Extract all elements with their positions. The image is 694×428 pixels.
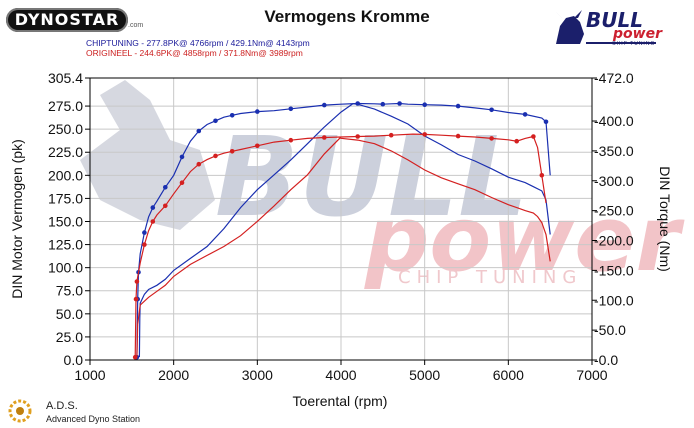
watermark-bull-text: BULL: [215, 113, 528, 241]
y-right-tick-label: -50.0: [594, 322, 626, 338]
y-right-tick-label: -300.0: [594, 173, 634, 189]
data-point-chiptuning-power: [322, 102, 327, 108]
x-tick-label: 3000: [242, 367, 273, 383]
chart-title: Vermogens Kromme: [264, 7, 430, 26]
y-left-tick-label: 0.0: [64, 352, 84, 368]
y-right-tick-label: -200.0: [594, 233, 634, 249]
watermark-power-text: power: [364, 187, 685, 292]
chip-tuning-logo-text: CHIP TUNING: [612, 41, 656, 47]
data-point-chiptuning-power: [150, 205, 156, 210]
chart-series: [132, 101, 551, 360]
data-point-origineel-power: [539, 173, 545, 178]
data-point-origineel-power: [229, 149, 235, 154]
series-line-origineel-power: [134, 133, 547, 358]
x-tick-label: 4000: [325, 367, 356, 383]
data-point-origineel-power: [514, 138, 519, 144]
data-point-origineel-power: [133, 296, 139, 302]
data-point-chiptuning-power: [422, 102, 428, 107]
y-left-tick-label: 150.0: [48, 213, 83, 229]
data-point-origineel-power: [422, 132, 428, 137]
data-point-origineel-power: [254, 143, 260, 149]
data-point-origineel-power: [142, 242, 147, 247]
bull-power-logo-icon: [556, 10, 656, 44]
y-left-tick-label: 250.0: [48, 121, 83, 137]
data-point-origineel-power: [322, 135, 327, 140]
data-point-origineel-power: [531, 134, 536, 139]
y-left-tick-label: 175.0: [48, 190, 83, 206]
x-tick-label: 2000: [158, 367, 189, 383]
bull-watermark-icon: [80, 80, 215, 230]
series-line-chiptuning-torque: [138, 102, 551, 358]
x-tick-label: 5000: [409, 367, 440, 383]
data-point-chiptuning-power: [229, 113, 235, 118]
data-point-chiptuning-power: [142, 230, 147, 235]
data-point-chiptuning-power: [196, 128, 202, 134]
y-axis-left-label: DIN Motor Vermogen (pk): [9, 139, 25, 299]
data-point-origineel-power: [455, 133, 461, 139]
data-point-origineel-power: [355, 134, 361, 139]
data-point-origineel-power: [213, 153, 218, 159]
y-right-tick-label: -472.0: [594, 70, 634, 86]
data-point-chiptuning-power: [489, 107, 494, 113]
dynostar-logo: DYNOSTAR: [6, 8, 128, 32]
data-point-chiptuning-power: [254, 109, 260, 114]
data-point-origineel-power: [150, 219, 156, 224]
data-point-chiptuning-power: [397, 101, 402, 106]
data-point-origineel-power: [163, 203, 168, 209]
legend-chiptuning: CHIPTUNING - 277.8PK@ 4766rpm / 429.1Nm@…: [86, 38, 310, 48]
data-point-origineel-power: [388, 132, 394, 138]
data-point-chiptuning-power: [179, 154, 185, 160]
y-left-tick-label: 275.0: [48, 98, 83, 114]
x-axis-label: Toerental (rpm): [293, 393, 388, 409]
x-tick-label: 7000: [576, 367, 607, 383]
bull-logo-text: BULL: [586, 8, 643, 32]
data-point-chiptuning-power: [288, 106, 294, 112]
data-point-chiptuning-power: [543, 119, 549, 125]
y-left-tick-label: 75.0: [56, 283, 83, 299]
dynostar-logo-suffix: .com: [128, 22, 144, 29]
ads-subtitle: Advanced Dyno Station: [46, 414, 141, 424]
watermark-chip-tuning-text: CHIP TUNING: [398, 267, 582, 288]
series-line-origineel-torque: [136, 137, 551, 358]
data-point-origineel-power: [489, 136, 494, 141]
y-right-tick-label: -250.0: [594, 203, 634, 219]
y-left-tick-label: 100.0: [48, 260, 83, 276]
data-point-chiptuning-power: [213, 118, 218, 124]
data-point-chiptuning-power: [522, 112, 528, 117]
x-tick-label: 6000: [493, 367, 524, 383]
ads-logo-icon: [8, 399, 32, 423]
data-point-origineel-power: [196, 161, 202, 167]
y-left-tick-label: 200.0: [48, 167, 83, 183]
series-line-chiptuning-power: [136, 102, 551, 358]
data-point-chiptuning-power: [455, 103, 461, 109]
plot-frame: [89, 77, 593, 361]
y-right-tick-label: -150.0: [594, 262, 634, 278]
data-point-origineel-power: [134, 279, 140, 284]
y-left-tick-label: 125.0: [48, 237, 83, 253]
data-point-origineel-power: [288, 137, 294, 143]
y-left-tick-label: 305.4: [48, 70, 83, 86]
bull-power-watermark: BULL power CHIP TUNING: [80, 80, 685, 292]
y-left-tick-label: 225.0: [48, 144, 83, 160]
y-left-tick-label: 50.0: [56, 306, 83, 322]
chart-axes: 1000 2000 3000 4000 5000 6000 7000 0.0 25.0 50.0 7…: [48, 70, 634, 383]
y-right-tick-label: -400.0: [594, 113, 634, 129]
data-point-chiptuning-power: [163, 185, 168, 190]
y-right-tick-label: -100.0: [594, 292, 634, 308]
y-left-tick-label: 25.0: [56, 329, 83, 345]
power-logo-text: power: [613, 26, 662, 42]
ads-title: A.D.S.: [46, 400, 78, 412]
y-right-tick-label: -0.0: [594, 352, 618, 368]
legend-origineel: ORIGINEEL - 244.6PK@ 4858rpm / 371.8Nm@ …: [86, 48, 303, 58]
y-axis-right-label: DIN Torque (Nm): [657, 166, 673, 272]
x-tick-label: 1000: [74, 367, 105, 383]
data-point-origineel-power: [179, 180, 185, 185]
y-right-tick-label: -350.0: [594, 143, 634, 159]
data-point-chiptuning-power: [380, 101, 386, 107]
dynostar-logo-text: DYNOSTAR: [14, 10, 120, 29]
